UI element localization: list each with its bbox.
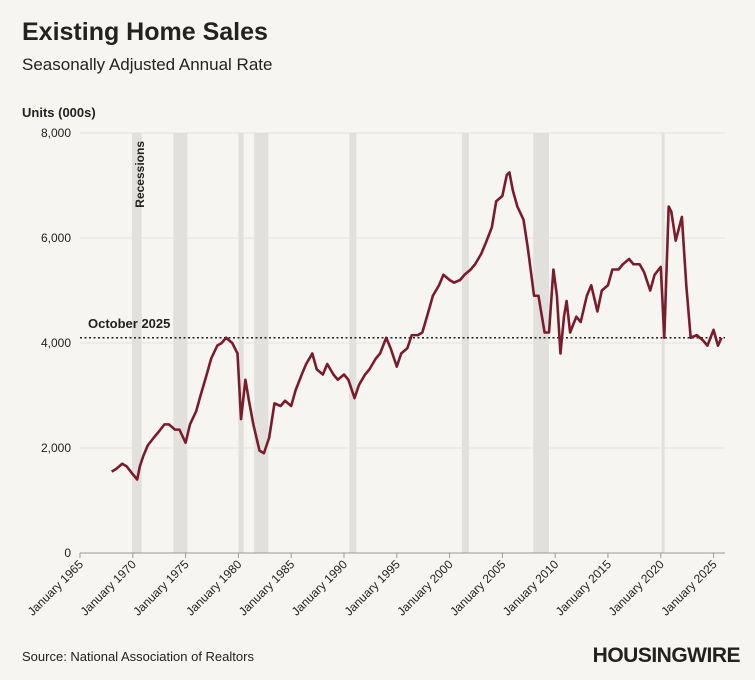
data-line [111, 171, 723, 481]
recessions-label: Recessions [133, 141, 147, 208]
chart-title: Existing Home Sales [22, 18, 268, 46]
y-axis-label: Units (000s) [22, 105, 96, 120]
y-tick-label: 0 [64, 546, 71, 560]
y-tick-label: 6,000 [41, 231, 71, 245]
reference-label: October 2025 [88, 316, 170, 331]
chart-subtitle: Seasonally Adjusted Annual Rate [22, 55, 272, 74]
y-tick-label: 4,000 [41, 336, 71, 350]
source: Source: National Association of Realtors [22, 649, 254, 664]
y-tick-label: 8,000 [41, 126, 71, 140]
brand-logo: HOUSINGWIRE [593, 644, 741, 667]
y-tick-label: 2,000 [41, 441, 71, 455]
